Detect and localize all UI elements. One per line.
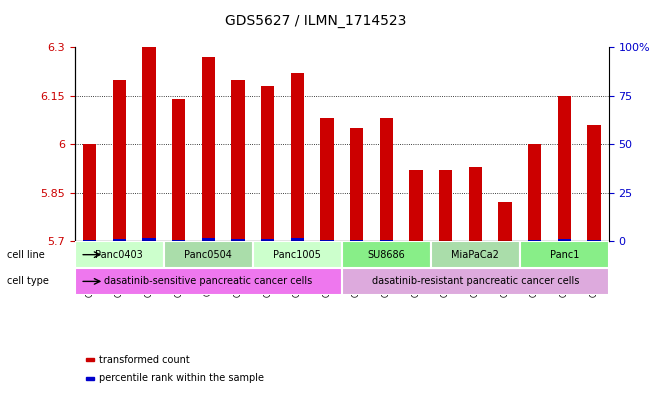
Bar <box>469 167 482 241</box>
Text: cell type: cell type <box>7 276 48 286</box>
Bar <box>231 239 245 241</box>
Text: transformed count: transformed count <box>99 354 189 365</box>
Bar <box>85 377 94 380</box>
Bar <box>164 241 253 268</box>
Bar <box>498 202 512 241</box>
Text: cell line: cell line <box>7 250 44 260</box>
Bar <box>172 240 186 241</box>
Bar <box>113 239 126 241</box>
Text: dasatinib-resistant pancreatic cancer cells: dasatinib-resistant pancreatic cancer ce… <box>372 276 579 286</box>
Bar <box>261 239 274 241</box>
Bar <box>202 238 215 241</box>
Bar <box>380 118 393 241</box>
Bar <box>143 238 156 241</box>
Bar <box>202 57 215 241</box>
Bar <box>557 95 571 241</box>
Bar <box>113 79 126 241</box>
Text: Panc1: Panc1 <box>549 250 579 260</box>
Bar <box>587 240 600 241</box>
Bar <box>290 73 304 241</box>
Text: Panc0403: Panc0403 <box>96 250 143 260</box>
Bar <box>75 268 342 295</box>
Bar <box>431 241 519 268</box>
Bar <box>143 47 156 241</box>
Bar <box>439 170 452 241</box>
Bar <box>557 239 571 241</box>
Bar <box>261 86 274 241</box>
Text: dasatinib-sensitive pancreatic cancer cells: dasatinib-sensitive pancreatic cancer ce… <box>104 276 312 286</box>
Bar <box>172 99 186 241</box>
Bar <box>320 240 333 241</box>
Bar <box>587 125 600 241</box>
Text: Panc0504: Panc0504 <box>184 250 232 260</box>
Bar <box>350 240 363 241</box>
Text: SU8686: SU8686 <box>367 250 405 260</box>
Bar <box>380 240 393 241</box>
Text: GDS5627 / ILMN_1714523: GDS5627 / ILMN_1714523 <box>225 13 406 28</box>
Bar <box>528 240 541 241</box>
Bar <box>253 241 342 268</box>
Bar <box>528 144 541 241</box>
Bar <box>342 268 609 295</box>
Bar <box>83 240 96 241</box>
Bar <box>75 241 164 268</box>
Bar <box>83 144 96 241</box>
Text: MiaPaCa2: MiaPaCa2 <box>451 250 499 260</box>
Bar <box>85 358 94 361</box>
Text: Panc1005: Panc1005 <box>273 250 321 260</box>
Text: percentile rank within the sample: percentile rank within the sample <box>99 373 264 384</box>
Bar <box>350 128 363 241</box>
Bar <box>290 238 304 241</box>
Bar <box>231 79 245 241</box>
Bar <box>320 118 333 241</box>
Bar <box>342 241 431 268</box>
Bar <box>409 170 422 241</box>
Bar <box>519 241 609 268</box>
